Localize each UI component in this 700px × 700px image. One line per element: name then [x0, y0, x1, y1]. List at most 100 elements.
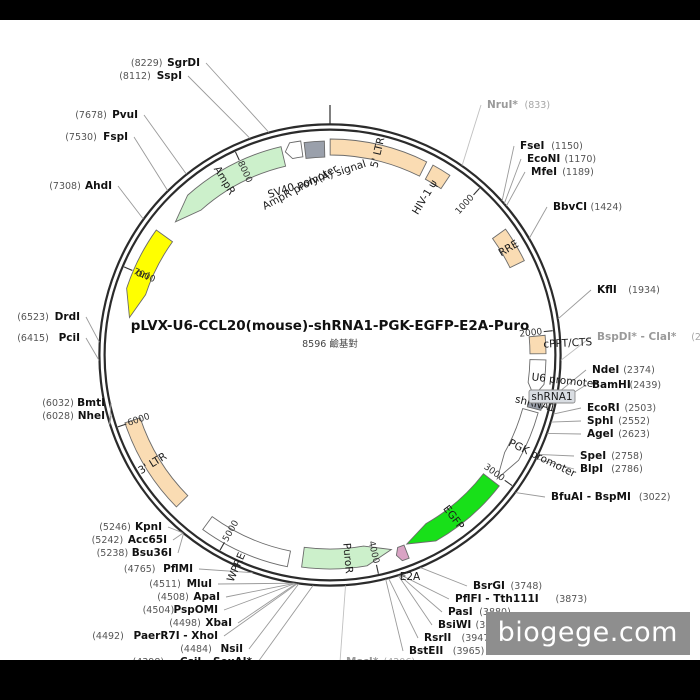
site-apai: ApaI (4508)	[157, 591, 220, 603]
shrna1-label-box	[528, 389, 576, 404]
site-fspi: FspI (7530)	[65, 131, 128, 143]
site-fsei-position: (1150)	[551, 141, 583, 152]
site-kfli: KflI (1934)	[597, 284, 660, 296]
site-nrui-leader	[461, 104, 482, 166]
tick-8000	[234, 151, 240, 161]
site-fsei: FseI (1150)	[520, 140, 583, 152]
site-econi-position: (1170)	[565, 154, 597, 165]
site-kpni-leader	[167, 526, 183, 534]
feature-3-ltr	[124, 417, 189, 508]
site-pcii-leader	[85, 337, 100, 361]
site-pflfi-tth111i: PflFI - Tth111I (3873)	[455, 593, 587, 605]
site-fsei-leader	[501, 145, 515, 202]
site-pflfi-tth111i-name: PflFI - Tth111I	[455, 593, 539, 605]
site-ecori-leader	[553, 407, 582, 415]
site-bfuai-bspmi-name: BfuAI - BspMI	[551, 491, 631, 503]
site-ahdi-leader	[117, 185, 144, 220]
site-mlui-position: (4511)	[149, 579, 181, 590]
feature-cppt-cts	[528, 334, 547, 355]
site-sgrdi: SgrDI (8229)	[131, 57, 200, 69]
site-bsu36i-leader	[177, 533, 184, 554]
site-paerr7i-xhoi-leader	[223, 583, 298, 637]
site-pcii-position: (6415)	[17, 333, 49, 344]
site-rsrii-leader	[388, 578, 419, 639]
site-bbvci-name: BbvCI	[553, 201, 587, 213]
site-pspomi: PspOMI(4504)	[143, 604, 218, 616]
site-rsrii: RsrII (3947)	[424, 632, 493, 644]
site-ndei: NdeI (2374)	[592, 364, 655, 376]
site-ahdi-position: (7308)	[49, 181, 81, 192]
site-bbvci-leader	[528, 206, 548, 239]
letterbox-bottom	[0, 660, 700, 700]
feature-label-cppt-cts: cPPT/CTS	[543, 336, 593, 350]
tick-4000	[375, 564, 379, 574]
site-kpni-position: (5246)	[99, 522, 131, 533]
site-agei-name: AgeI	[587, 428, 614, 440]
site-sphi-name: SphI	[587, 415, 613, 427]
site-paerr7i-xhoi-position: (4492)	[92, 631, 124, 642]
feature-label-puror: PuroR	[340, 542, 355, 574]
site-ndei-position: (2374)	[623, 365, 655, 376]
site-bmti-name: BmtI	[77, 397, 105, 409]
tick-5000	[219, 542, 225, 551]
leader-layer	[85, 62, 592, 663]
watermark: biogege.com	[485, 612, 690, 655]
site-bmti-leader	[109, 402, 112, 425]
site-csii-sexai-leader	[257, 585, 314, 663]
site-agei-leader	[547, 432, 582, 435]
site-fsei-name: FseI	[520, 140, 544, 152]
site-apai-position: (4508)	[157, 592, 189, 603]
feature-layer	[124, 138, 547, 570]
site-drdi-leader	[85, 316, 100, 343]
site-fspi-name: FspI	[103, 131, 128, 143]
feature-ori	[126, 229, 174, 319]
feature-e2a	[395, 544, 410, 562]
feature-5-ltr	[329, 138, 428, 177]
site-bspdi-clai-name: BspDI* - ClaI*	[597, 331, 677, 343]
site-xbai-leader	[237, 583, 297, 624]
site-paerr7i-xhoi-name: PaerR7I - XhoI	[134, 630, 218, 642]
site-bsu36i: Bsu36I(5238)	[97, 547, 172, 559]
site-mfei: MfeI (1189)	[531, 166, 594, 178]
tick-label-4000: 4000	[366, 540, 381, 565]
site-nhei-position: (6028)	[42, 411, 74, 422]
feature-wpre	[202, 515, 292, 568]
site-drdi-name: DrdI	[55, 311, 80, 323]
site-pvui-position: (7678)	[75, 110, 107, 121]
site-xbai-name: XbaI	[205, 617, 232, 629]
feature-ampr-promoter	[284, 140, 304, 160]
site-bsrgi-position: (3748)	[511, 581, 543, 592]
site-agei-position: (2623)	[618, 429, 650, 440]
site-agei: AgeI (2623)	[587, 428, 650, 440]
site-apai-name: ApaI	[193, 591, 220, 603]
site-bbvci: BbvCI (1424)	[553, 201, 622, 213]
site-pflmi-name: PflMI	[163, 563, 193, 575]
site-bsteii-position: (3965)	[453, 646, 485, 657]
tick-7000	[123, 266, 133, 271]
site-sspi-leader	[187, 75, 251, 139]
site-kpni: KpnI (5246)	[99, 521, 162, 533]
site-bspdi-clai-leader	[560, 336, 592, 361]
site-mfei-leader	[506, 171, 526, 207]
feature-egfp	[405, 473, 500, 545]
site-acc65i-position: (5242)	[92, 535, 124, 546]
feature-pgk-promoter	[496, 408, 539, 480]
site-ecori-name: EcoRI	[587, 402, 620, 414]
site-bsrgi-name: BsrGI	[473, 580, 505, 592]
site-bsteii: BstEII (3965)	[409, 645, 484, 657]
site-pflfi-tth111i-leader	[400, 574, 450, 600]
site-ahdi-name: AhdI	[85, 180, 112, 192]
site-pvui-leader	[143, 114, 187, 175]
feature-rre	[491, 228, 525, 269]
site-bfuai-bspmi-position: (3022)	[639, 492, 671, 503]
site-spei-position: (2758)	[611, 451, 643, 462]
site-ecori-position: (2503)	[625, 403, 657, 414]
site-nsii-leader	[248, 583, 300, 650]
site-mlui: MluI (4511)	[149, 578, 212, 590]
feature-label-e2a: E2A	[400, 571, 421, 583]
site-nrui-name: NruI*	[487, 99, 518, 111]
site-xbai: XbaI (4498)	[169, 617, 232, 629]
site-spei: SpeI (2758)	[580, 450, 643, 462]
